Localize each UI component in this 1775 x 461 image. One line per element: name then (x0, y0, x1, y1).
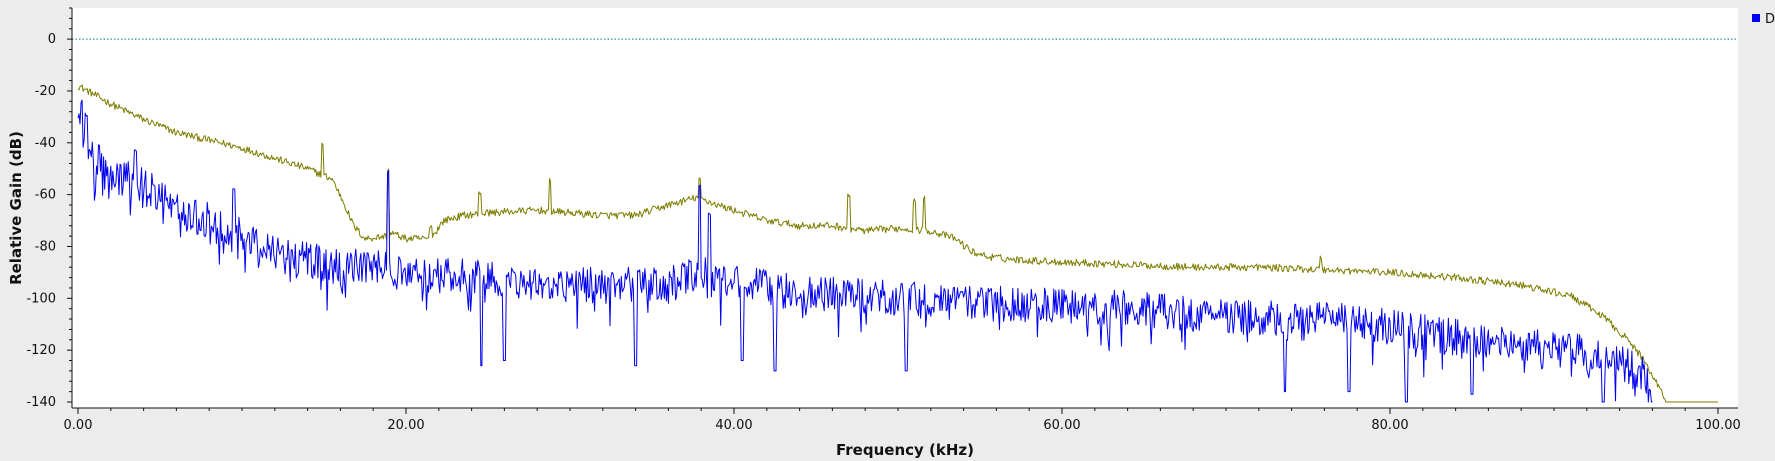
legend-swatch (1752, 14, 1760, 22)
y-tick-label: 0 (48, 32, 56, 47)
x-tick-label: 40.00 (715, 418, 752, 433)
y-tick-label: -40 (35, 136, 56, 151)
x-axis-title: Frequency (kHz) (836, 441, 974, 459)
x-tick-label: 20.00 (387, 418, 424, 433)
y-axis-title: Relative Gain (dB) (7, 131, 25, 285)
series-line-upper (77, 84, 1718, 403)
y-tick-label: -60 (35, 188, 56, 203)
y-tick-label: -140 (26, 395, 56, 410)
y-tick-label: -20 (35, 84, 56, 99)
x-tick-label: 0.00 (64, 418, 93, 433)
x-tick-label: 60.00 (1043, 418, 1080, 433)
legend-label: D (1765, 12, 1775, 27)
y-tick-label: -80 (35, 239, 56, 254)
series-line-lower (77, 99, 1653, 403)
legend[interactable]: D (1752, 12, 1775, 27)
x-tick-label: 100.00 (1695, 418, 1741, 433)
x-tick-label: 80.00 (1371, 418, 1408, 433)
y-tick-label: -100 (26, 291, 56, 306)
y-tick-label: -120 (26, 343, 56, 358)
